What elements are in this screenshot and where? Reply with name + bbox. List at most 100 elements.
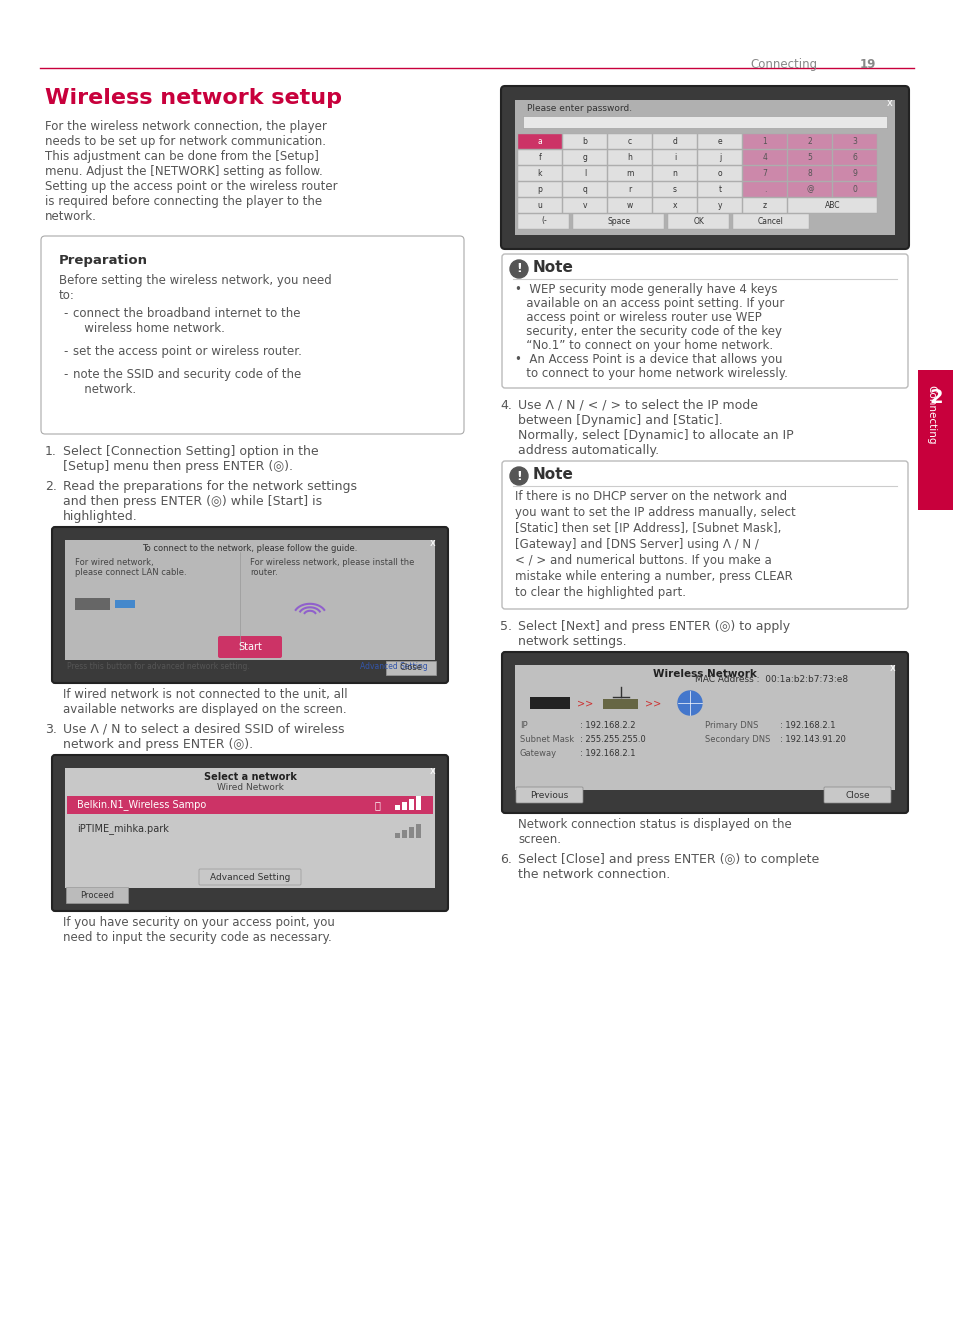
FancyBboxPatch shape — [608, 166, 652, 180]
FancyBboxPatch shape — [823, 786, 890, 802]
Circle shape — [678, 691, 701, 715]
Text: x: x — [886, 98, 892, 109]
Bar — [115, 600, 135, 608]
FancyBboxPatch shape — [52, 527, 448, 683]
Text: w: w — [626, 200, 633, 209]
Text: 9: 9 — [852, 168, 857, 177]
Text: a: a — [537, 136, 542, 146]
Bar — [395, 805, 399, 810]
Text: 4: 4 — [761, 152, 766, 162]
Text: < / > and numerical buttons. If you make a: < / > and numerical buttons. If you make… — [515, 553, 771, 567]
Text: Proceed: Proceed — [80, 891, 113, 899]
Circle shape — [510, 260, 527, 278]
Text: ABC: ABC — [824, 200, 840, 209]
Text: For wireless network, please install the: For wireless network, please install the — [250, 557, 414, 567]
Text: 1.: 1. — [45, 445, 57, 458]
FancyBboxPatch shape — [742, 181, 786, 196]
Text: Setting up the access point or the wireless router: Setting up the access point or the wirel… — [45, 180, 337, 193]
Text: Space: Space — [607, 217, 630, 225]
Text: !: ! — [516, 470, 521, 482]
Text: •  WEP security mode generally have 4 keys: • WEP security mode generally have 4 key… — [515, 283, 777, 297]
FancyBboxPatch shape — [563, 197, 607, 212]
Text: e: e — [717, 136, 721, 146]
Text: Cancel: Cancel — [758, 217, 783, 225]
Bar — [401, 830, 407, 838]
Text: Use Λ / Ν to select a desired SSID of wireless: Use Λ / Ν to select a desired SSID of wi… — [63, 723, 344, 736]
Bar — [65, 540, 435, 659]
Text: .: . — [763, 184, 765, 193]
Text: For wired network,: For wired network, — [75, 557, 153, 567]
FancyBboxPatch shape — [833, 150, 877, 164]
FancyBboxPatch shape — [563, 181, 607, 196]
FancyBboxPatch shape — [518, 166, 562, 180]
Text: Please enter password.: Please enter password. — [526, 105, 632, 113]
Text: q: q — [582, 184, 587, 193]
Text: 6: 6 — [852, 152, 857, 162]
Text: Gateway: Gateway — [519, 749, 557, 759]
Text: -: - — [63, 307, 68, 320]
FancyBboxPatch shape — [518, 181, 562, 196]
Text: >>: >> — [577, 698, 593, 708]
Text: If there is no DHCP server on the network and: If there is no DHCP server on the networ… — [515, 490, 786, 503]
FancyBboxPatch shape — [788, 181, 832, 196]
FancyBboxPatch shape — [66, 887, 128, 903]
Text: v: v — [582, 200, 587, 209]
Text: Select [Connection Setting] option in the: Select [Connection Setting] option in th… — [63, 445, 318, 458]
Text: 8: 8 — [807, 168, 812, 177]
FancyBboxPatch shape — [563, 150, 607, 164]
Text: c: c — [627, 136, 632, 146]
Text: If wired network is not connected to the unit, all: If wired network is not connected to the… — [63, 688, 347, 700]
Text: Advanced Setting: Advanced Setting — [210, 873, 290, 882]
Bar — [522, 117, 886, 128]
Bar — [416, 796, 420, 810]
Text: f: f — [538, 152, 540, 162]
FancyBboxPatch shape — [653, 134, 697, 148]
Text: 4.: 4. — [499, 399, 512, 412]
FancyBboxPatch shape — [218, 636, 282, 658]
Text: network.: network. — [73, 383, 136, 396]
FancyBboxPatch shape — [653, 197, 697, 212]
FancyBboxPatch shape — [501, 254, 907, 388]
FancyBboxPatch shape — [733, 213, 809, 229]
FancyBboxPatch shape — [833, 134, 877, 148]
Text: x: x — [672, 200, 677, 209]
Text: x: x — [889, 663, 895, 673]
Text: x: x — [430, 767, 436, 776]
Text: d: d — [672, 136, 677, 146]
Text: [Gateway] and [DNS Server] using Λ / Ν /: [Gateway] and [DNS Server] using Λ / Ν / — [515, 538, 758, 551]
Text: to:: to: — [59, 289, 74, 302]
Text: Network connection status is displayed on the: Network connection status is displayed o… — [517, 818, 791, 831]
Text: Connecting: Connecting — [925, 385, 935, 445]
Text: : 255.255.255.0: : 255.255.255.0 — [579, 735, 645, 744]
Text: needs to be set up for network communication.: needs to be set up for network communica… — [45, 135, 326, 148]
Text: 1: 1 — [761, 136, 766, 146]
Text: IP: IP — [519, 722, 527, 730]
Text: 2: 2 — [807, 136, 812, 146]
Text: available on an access point setting. If your: available on an access point setting. If… — [515, 297, 783, 310]
Text: •  An Access Point is a device that allows you: • An Access Point is a device that allow… — [515, 354, 781, 365]
Text: highlighted.: highlighted. — [63, 510, 137, 523]
Text: Preparation: Preparation — [59, 254, 148, 267]
Text: OK: OK — [693, 217, 703, 225]
Text: Wireless network setup: Wireless network setup — [45, 87, 341, 109]
FancyBboxPatch shape — [573, 213, 664, 229]
Bar — [67, 796, 433, 814]
Text: set the access point or wireless router.: set the access point or wireless router. — [73, 346, 301, 357]
Text: 3: 3 — [852, 136, 857, 146]
Text: “No.1” to connect on your home network.: “No.1” to connect on your home network. — [515, 339, 772, 352]
FancyBboxPatch shape — [608, 197, 652, 212]
Text: z: z — [762, 200, 766, 209]
Text: need to input the security code as necessary.: need to input the security code as neces… — [63, 931, 332, 944]
Text: @: @ — [805, 184, 813, 193]
Text: Belkin.N1_Wireless Sampo: Belkin.N1_Wireless Sampo — [77, 800, 206, 810]
FancyBboxPatch shape — [698, 134, 741, 148]
Text: MAC Address :  00:1a:b2:b7:73:e8: MAC Address : 00:1a:b2:b7:73:e8 — [695, 675, 847, 685]
FancyBboxPatch shape — [500, 86, 908, 249]
Text: [Static] then set [IP Address], [Subnet Mask],: [Static] then set [IP Address], [Subnet … — [515, 522, 781, 535]
Text: This adjustment can be done from the [Setup]: This adjustment can be done from the [Se… — [45, 150, 318, 163]
FancyBboxPatch shape — [742, 150, 786, 164]
FancyBboxPatch shape — [788, 134, 832, 148]
Bar — [395, 833, 399, 838]
FancyBboxPatch shape — [563, 134, 607, 148]
FancyBboxPatch shape — [516, 786, 582, 802]
